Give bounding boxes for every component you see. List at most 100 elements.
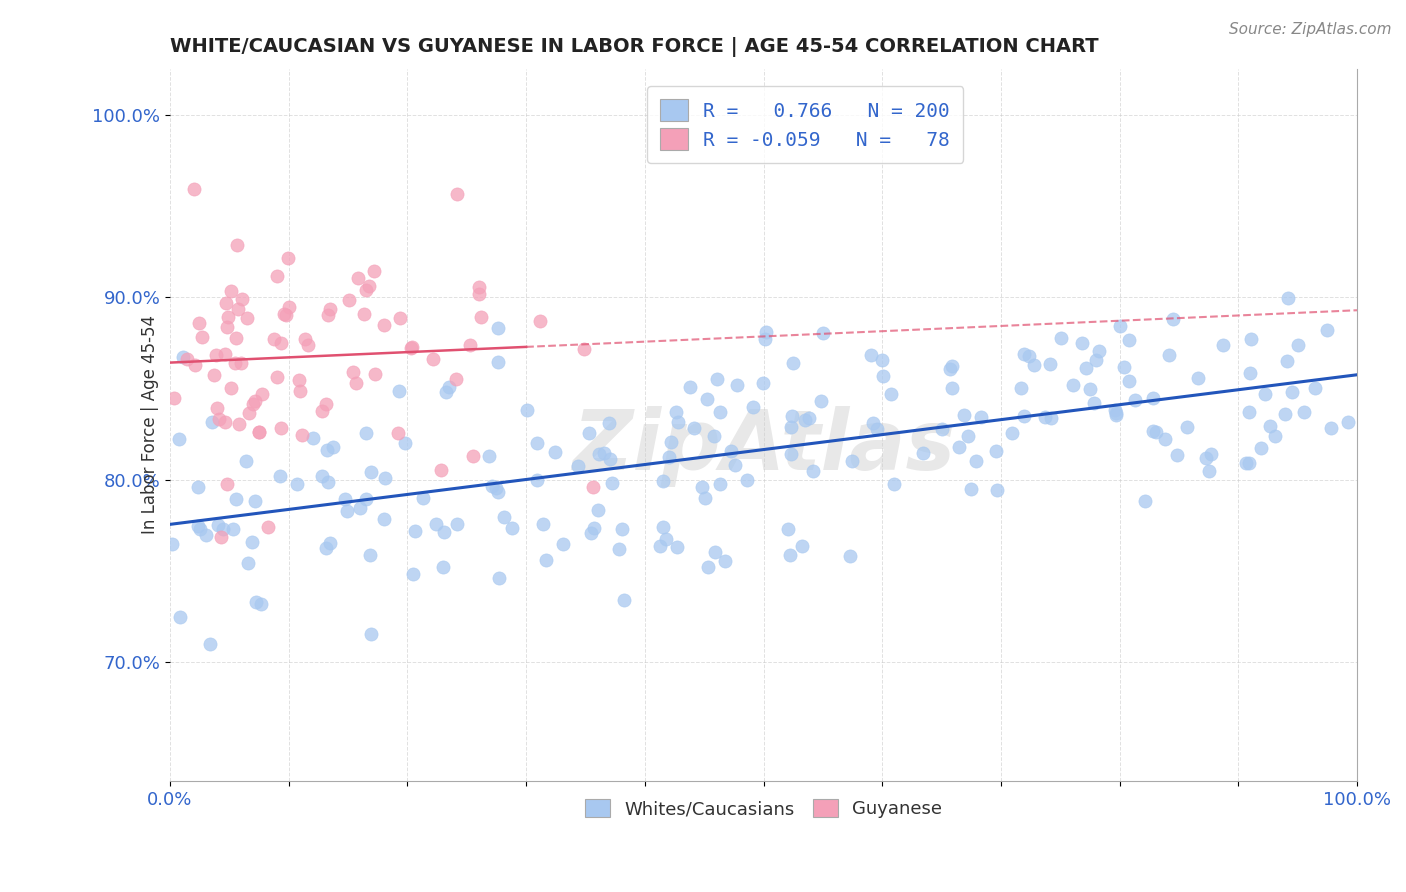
Point — [172, 350, 194, 364]
Point — [486, 355, 509, 369]
Point — [755, 325, 778, 339]
Point — [242, 396, 264, 410]
Point — [187, 316, 209, 330]
Point — [360, 626, 382, 640]
Point — [484, 481, 506, 495]
Point — [720, 443, 742, 458]
Point — [741, 400, 763, 414]
Point — [582, 521, 605, 535]
Point — [217, 320, 239, 334]
Point — [613, 593, 636, 607]
Point — [422, 352, 444, 367]
Point — [257, 520, 280, 534]
Point — [444, 372, 467, 386]
Point — [1195, 450, 1218, 465]
Point — [356, 425, 378, 440]
Point — [544, 445, 567, 459]
Point — [470, 310, 492, 324]
Point — [240, 535, 263, 549]
Point — [953, 408, 976, 422]
Point — [1277, 291, 1299, 305]
Point — [316, 308, 339, 322]
Point — [356, 284, 378, 298]
Point — [661, 435, 683, 450]
Point — [1240, 332, 1263, 346]
Point — [273, 307, 295, 321]
Point — [1039, 357, 1062, 371]
Point — [353, 307, 375, 321]
Point — [349, 501, 371, 516]
Point — [1294, 405, 1316, 419]
Point — [810, 394, 832, 409]
Point — [1018, 349, 1040, 363]
Point — [225, 238, 247, 252]
Point — [1320, 421, 1343, 435]
Point — [342, 365, 364, 379]
Point — [1199, 447, 1222, 461]
Point — [588, 447, 610, 461]
Point — [270, 335, 292, 350]
Point — [336, 504, 359, 518]
Point — [481, 479, 503, 493]
Point — [578, 426, 600, 441]
Point — [754, 332, 776, 346]
Point — [302, 431, 325, 445]
Point — [357, 279, 380, 293]
Point — [1142, 425, 1164, 439]
Point — [225, 331, 247, 345]
Point — [458, 337, 481, 351]
Point — [319, 535, 342, 549]
Point — [778, 522, 800, 536]
Point — [202, 368, 225, 382]
Point — [337, 293, 360, 307]
Point — [291, 427, 314, 442]
Point — [883, 476, 905, 491]
Point — [931, 422, 953, 436]
Point — [266, 268, 288, 283]
Point — [1074, 361, 1097, 376]
Point — [1163, 312, 1185, 326]
Point — [866, 422, 889, 436]
Point — [1084, 353, 1107, 368]
Point — [1105, 406, 1128, 420]
Point — [1012, 347, 1035, 361]
Point — [1001, 425, 1024, 440]
Point — [205, 348, 228, 362]
Point — [939, 361, 962, 376]
Point — [1083, 396, 1105, 410]
Point — [1024, 358, 1046, 372]
Point — [187, 480, 209, 494]
Point — [501, 521, 523, 535]
Point — [1109, 318, 1132, 333]
Point — [598, 416, 620, 430]
Point — [163, 392, 186, 406]
Point — [269, 469, 291, 483]
Point — [607, 542, 630, 557]
Point — [315, 396, 337, 410]
Point — [679, 380, 702, 394]
Point — [198, 637, 221, 651]
Point — [387, 384, 409, 399]
Point — [1012, 409, 1035, 423]
Point — [725, 377, 748, 392]
Point — [526, 474, 548, 488]
Point — [429, 463, 451, 477]
Point — [373, 511, 395, 525]
Point — [266, 370, 288, 384]
Point — [1286, 338, 1309, 352]
Point — [859, 348, 882, 362]
Point — [488, 571, 510, 585]
Point — [1039, 410, 1062, 425]
Point — [651, 520, 673, 534]
Point — [1062, 378, 1084, 392]
Point — [1237, 456, 1260, 470]
Point — [222, 522, 245, 536]
Text: ZipAtlas: ZipAtlas — [572, 406, 955, 487]
Point — [250, 387, 273, 401]
Point — [187, 519, 209, 533]
Point — [714, 554, 737, 568]
Point — [214, 415, 236, 429]
Point — [650, 539, 672, 553]
Legend: Whites/Caucasians, Guyanese: Whites/Caucasians, Guyanese — [578, 791, 949, 825]
Point — [167, 432, 190, 446]
